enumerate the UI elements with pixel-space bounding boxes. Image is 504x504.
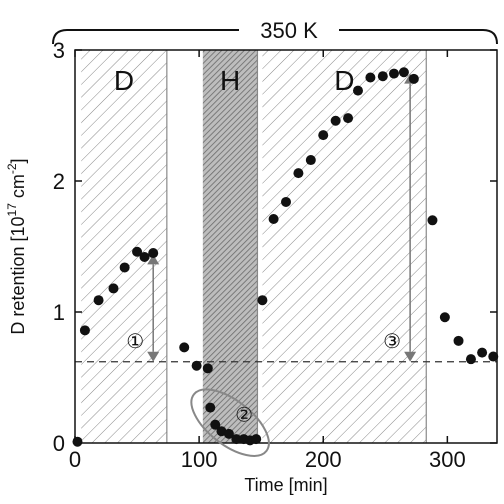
y-axis-label-close: ] (8, 158, 28, 163)
y-tick-label: 0 (53, 431, 65, 456)
data-point (427, 215, 438, 226)
region-1 (81, 50, 167, 443)
data-point (205, 402, 216, 413)
data-point (108, 283, 119, 294)
data-point (231, 434, 242, 445)
x-tick-label: 300 (429, 447, 466, 472)
y-axis-label-exponent: 17 (5, 203, 19, 217)
data-point (318, 130, 329, 141)
annotation-ellipse (190, 388, 270, 457)
annotation-label: ② (235, 403, 253, 427)
data-point (305, 155, 316, 166)
y-tick-label: 3 (53, 38, 65, 63)
title-background (239, 18, 339, 40)
data-point (72, 436, 83, 447)
data-point (202, 363, 213, 374)
data-point (388, 68, 399, 79)
arrow-head (147, 254, 160, 265)
data-point (148, 248, 159, 259)
x-axis-label: Time [min] (244, 475, 327, 495)
data-point (139, 251, 150, 262)
plot-area-frame (74, 49, 498, 444)
data-point (119, 262, 130, 273)
region-3 (262, 50, 427, 443)
region-label: D (334, 65, 354, 96)
y-axis-label-unit: cm (8, 174, 28, 203)
data-point (79, 325, 90, 336)
data-point (439, 312, 450, 323)
data-point (179, 342, 190, 353)
data-point (281, 196, 291, 207)
y-tick-label: 2 (53, 169, 65, 194)
chart-title: 350 K (260, 18, 318, 43)
region-2 (202, 50, 258, 443)
data-point (257, 295, 268, 306)
data-point (223, 428, 234, 439)
data-point (408, 73, 419, 84)
y-axis-label-text: D retention [10 (8, 216, 28, 334)
data-point (330, 115, 341, 126)
data-point (465, 354, 476, 365)
data-point (93, 295, 104, 306)
arrow-head (404, 351, 417, 362)
data-points (72, 67, 499, 447)
data-point (191, 360, 202, 371)
annotation-label: ③ (383, 329, 401, 353)
data-point (343, 113, 354, 124)
axis-tick-labels: 0 100 200 300 0 1 2 3 (53, 38, 466, 472)
data-point (377, 71, 388, 82)
x-tick-label: 0 (69, 447, 81, 472)
data-point (352, 85, 363, 96)
annotation-labels: ① ② ③ (126, 329, 401, 427)
x-tick-label: 200 (305, 447, 342, 472)
region-label: D (114, 65, 134, 96)
y-axis-label: D retention [1017 cm-2] (5, 158, 28, 334)
data-point (293, 168, 304, 179)
data-point (251, 434, 262, 445)
data-point (210, 419, 221, 430)
data-point (453, 335, 464, 346)
y-tick-label: 1 (53, 300, 65, 325)
data-point (488, 351, 499, 362)
data-point (477, 347, 488, 358)
data-point (132, 246, 143, 257)
x-tick-label: 100 (181, 447, 218, 472)
y-axis-label-unit-exponent: -2 (5, 163, 19, 174)
data-point (365, 72, 376, 83)
region-label: H (220, 65, 240, 96)
arrow-head (147, 351, 160, 362)
data-point (268, 213, 279, 224)
annotation-arrows (147, 73, 417, 457)
annotation-label: ① (126, 329, 144, 353)
data-point (398, 67, 409, 78)
